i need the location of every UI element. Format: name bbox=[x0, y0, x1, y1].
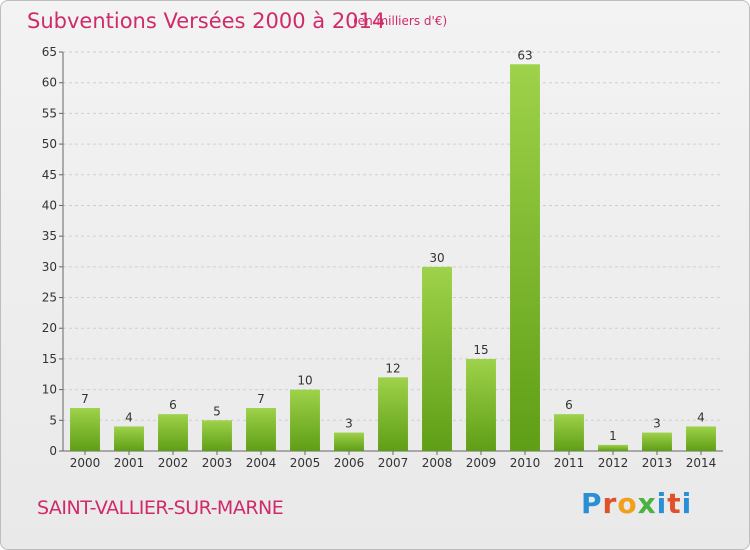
x-tick-label: 2009 bbox=[466, 456, 497, 470]
bar bbox=[510, 64, 540, 452]
bar bbox=[378, 377, 408, 451]
bar-value-label: 4 bbox=[125, 410, 133, 424]
commune-name: SAINT-VALLIER-SUR-MARNE bbox=[37, 497, 284, 519]
x-tick-label: 2004 bbox=[246, 456, 277, 470]
logo-letter: t bbox=[667, 487, 682, 520]
y-tick-label: 35 bbox=[42, 229, 57, 243]
bar-value-label: 12 bbox=[385, 361, 400, 375]
bar-value-label: 1 bbox=[609, 429, 617, 443]
bar bbox=[334, 432, 364, 451]
bar-value-label: 6 bbox=[565, 398, 573, 412]
x-tick-label: 2002 bbox=[158, 456, 189, 470]
logo-letter: x bbox=[637, 487, 657, 520]
logo-letter: P bbox=[581, 487, 603, 520]
y-tick-label: 30 bbox=[42, 260, 57, 274]
bar-value-label: 4 bbox=[697, 410, 705, 424]
x-tick-label: 2005 bbox=[290, 456, 321, 470]
bar-value-label: 15 bbox=[473, 343, 488, 357]
y-tick-label: 40 bbox=[42, 198, 57, 212]
chart-subtitle: (en milliers d'€) bbox=[353, 14, 448, 28]
logo-letter: i bbox=[681, 487, 693, 520]
x-tick-label: 2003 bbox=[202, 456, 233, 470]
bar bbox=[114, 426, 144, 451]
x-tick-label: 2013 bbox=[642, 456, 673, 470]
bar bbox=[466, 358, 496, 451]
logo-letter: i bbox=[656, 487, 668, 520]
bar-value-label: 10 bbox=[297, 374, 312, 388]
bar bbox=[686, 426, 716, 451]
bar-value-label: 3 bbox=[345, 417, 353, 431]
y-tick-label: 5 bbox=[49, 413, 57, 427]
bar bbox=[70, 408, 100, 451]
y-tick-label: 50 bbox=[42, 137, 57, 151]
y-tick-label: 0 bbox=[49, 444, 57, 458]
x-tick-label: 2008 bbox=[422, 456, 453, 470]
bar bbox=[290, 389, 320, 451]
bars bbox=[70, 64, 716, 452]
bar bbox=[246, 408, 276, 451]
bar-value-label: 30 bbox=[429, 251, 444, 265]
y-tick-label: 15 bbox=[42, 352, 57, 366]
y-tick-label: 20 bbox=[42, 321, 57, 335]
y-tick-label: 25 bbox=[42, 291, 57, 305]
bar-value-label: 7 bbox=[257, 392, 265, 406]
x-tick-label: 2014 bbox=[686, 456, 717, 470]
x-tick-label: 2011 bbox=[554, 456, 585, 470]
x-tick-label: 2007 bbox=[378, 456, 409, 470]
bar bbox=[202, 420, 232, 451]
x-tick-label: 2012 bbox=[598, 456, 629, 470]
x-tick-label: 2001 bbox=[114, 456, 145, 470]
proxiti-logo: Proxiti bbox=[581, 487, 692, 520]
y-tick-label: 55 bbox=[42, 106, 57, 120]
x-tick-label: 2006 bbox=[334, 456, 365, 470]
logo-letter: o bbox=[617, 487, 638, 520]
bar bbox=[554, 414, 584, 451]
chart-title: Subventions Versées 2000 à 2014 bbox=[27, 9, 386, 33]
bar bbox=[598, 444, 628, 451]
bar-value-label: 5 bbox=[213, 404, 221, 418]
labels: 0510152025303540455055606572000420016200… bbox=[42, 45, 717, 470]
bar bbox=[422, 266, 452, 451]
y-tick-label: 65 bbox=[42, 45, 57, 59]
bar bbox=[642, 432, 672, 451]
y-tick-label: 10 bbox=[42, 383, 57, 397]
y-tick-label: 60 bbox=[42, 76, 57, 90]
y-tick-label: 45 bbox=[42, 168, 57, 182]
bar-value-label: 3 bbox=[653, 417, 661, 431]
bar-value-label: 6 bbox=[169, 398, 177, 412]
logo-letter: r bbox=[602, 487, 618, 520]
x-tick-label: 2000 bbox=[70, 456, 101, 470]
bar-value-label: 63 bbox=[517, 48, 532, 62]
x-tick-label: 2010 bbox=[510, 456, 541, 470]
bar bbox=[158, 414, 188, 451]
bar-value-label: 7 bbox=[81, 392, 89, 406]
